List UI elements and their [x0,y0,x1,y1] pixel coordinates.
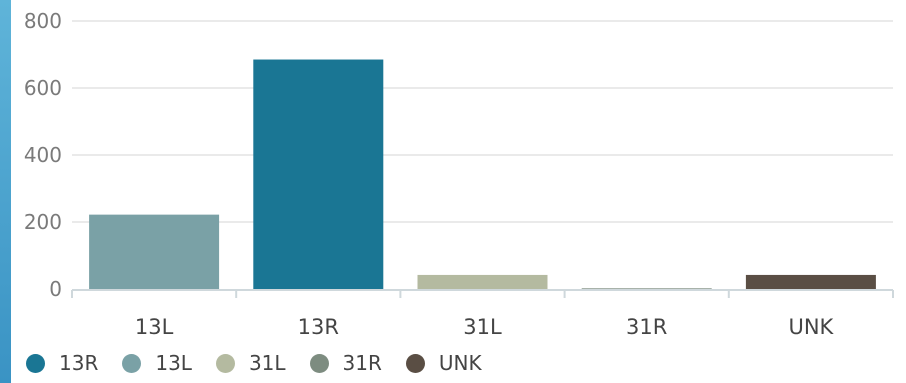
y-tick-label: 200 [24,210,62,234]
x-axis-categories: 13L 13R 31L 31R UNK [135,315,835,339]
bar-31l [417,274,548,289]
legend-swatch [215,353,235,373]
legend-swatch [122,353,142,373]
legend-label: 13L [155,351,192,375]
legend-label: 31R [342,351,382,375]
legend-label: UNK [438,351,482,375]
x-category-label: UNK [788,315,834,339]
left-accent-bar [0,0,11,383]
x-category-label: 13R [298,315,339,339]
legend-swatch [405,353,425,373]
bars [89,59,876,290]
legend-swatch [26,353,45,373]
legend: 13R 13L 31L 31R UNK [26,348,506,378]
legend-item-31r: 31R [309,351,382,375]
y-axis-ticks: 0 200 400 600 800 [24,9,62,301]
x-category-label: 31R [626,315,667,339]
legend-item-13r: 13R [26,351,98,375]
legend-swatch [309,353,329,373]
y-tick-label: 600 [24,76,62,100]
bar-13l [89,214,220,289]
legend-label: 31L [248,351,286,375]
legend-label: 13R [59,351,99,375]
y-tick-label: 400 [24,143,62,167]
x-category-label: 31L [463,315,502,339]
legend-item-unk: UNK [405,351,482,375]
y-tick-label: 800 [24,9,62,33]
gridlines [72,20,893,223]
x-category-label: 13L [135,315,174,339]
legend-item-31l: 31L [215,351,286,375]
x-axis [71,289,894,298]
bar-unk [745,274,876,289]
bar-31r [581,288,712,289]
y-tick-label: 0 [49,277,62,301]
bar-13r [253,59,384,290]
legend-item-13l: 13L [122,351,192,375]
